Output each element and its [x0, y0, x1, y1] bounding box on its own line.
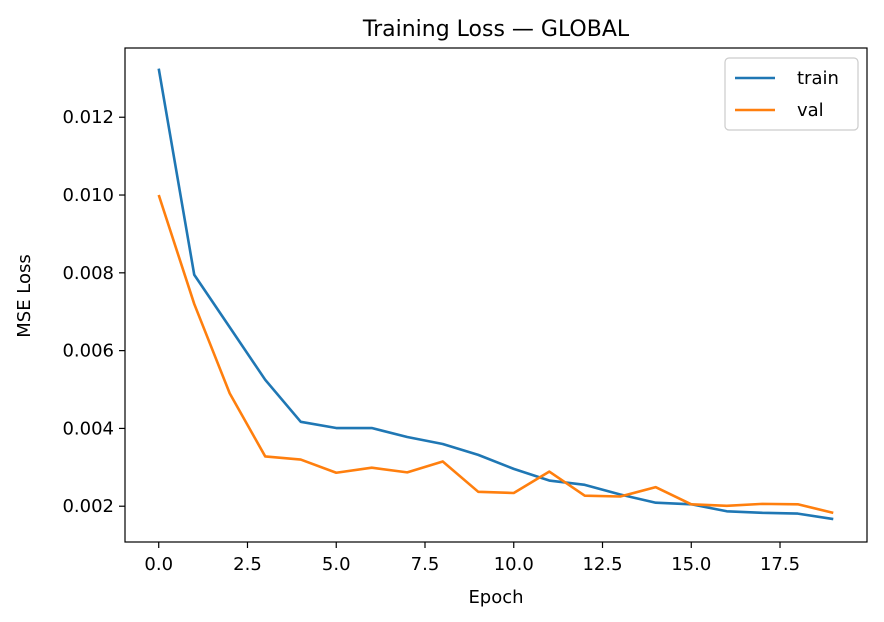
plot-frame — [124, 47, 868, 543]
y-tick-label: 0.008 — [62, 263, 114, 284]
plot-area — [157, 68, 834, 521]
x-tick-label: 10.0 — [494, 554, 534, 575]
x-tick-label: 15.0 — [671, 554, 711, 575]
legend-label-train: train — [797, 68, 839, 89]
y-tick-label: 0.002 — [62, 496, 114, 517]
x-tick-label: 7.5 — [411, 554, 440, 575]
y-tick-label: 0.010 — [62, 185, 114, 206]
y-tick-label: 0.004 — [62, 418, 114, 439]
y-tick-label: 0.012 — [62, 107, 114, 128]
x-tick-label: 0.0 — [144, 554, 173, 575]
series-line-val — [157, 194, 834, 515]
legend: train val — [724, 57, 859, 131]
y-tick-label: 0.006 — [62, 341, 114, 362]
x-tick-label: 5.0 — [322, 554, 351, 575]
x-axis-title: Epoch — [468, 587, 523, 608]
y-axis-title: MSE Loss — [14, 254, 35, 338]
x-tick-label: 17.5 — [760, 554, 800, 575]
series-line-train — [157, 68, 834, 521]
chart-title: Training Loss — GLOBAL — [362, 17, 630, 42]
legend-box — [724, 57, 859, 131]
x-tick-label: 12.5 — [582, 554, 622, 575]
x-tick-label: 2.5 — [233, 554, 262, 575]
legend-label-val: val — [797, 100, 824, 121]
